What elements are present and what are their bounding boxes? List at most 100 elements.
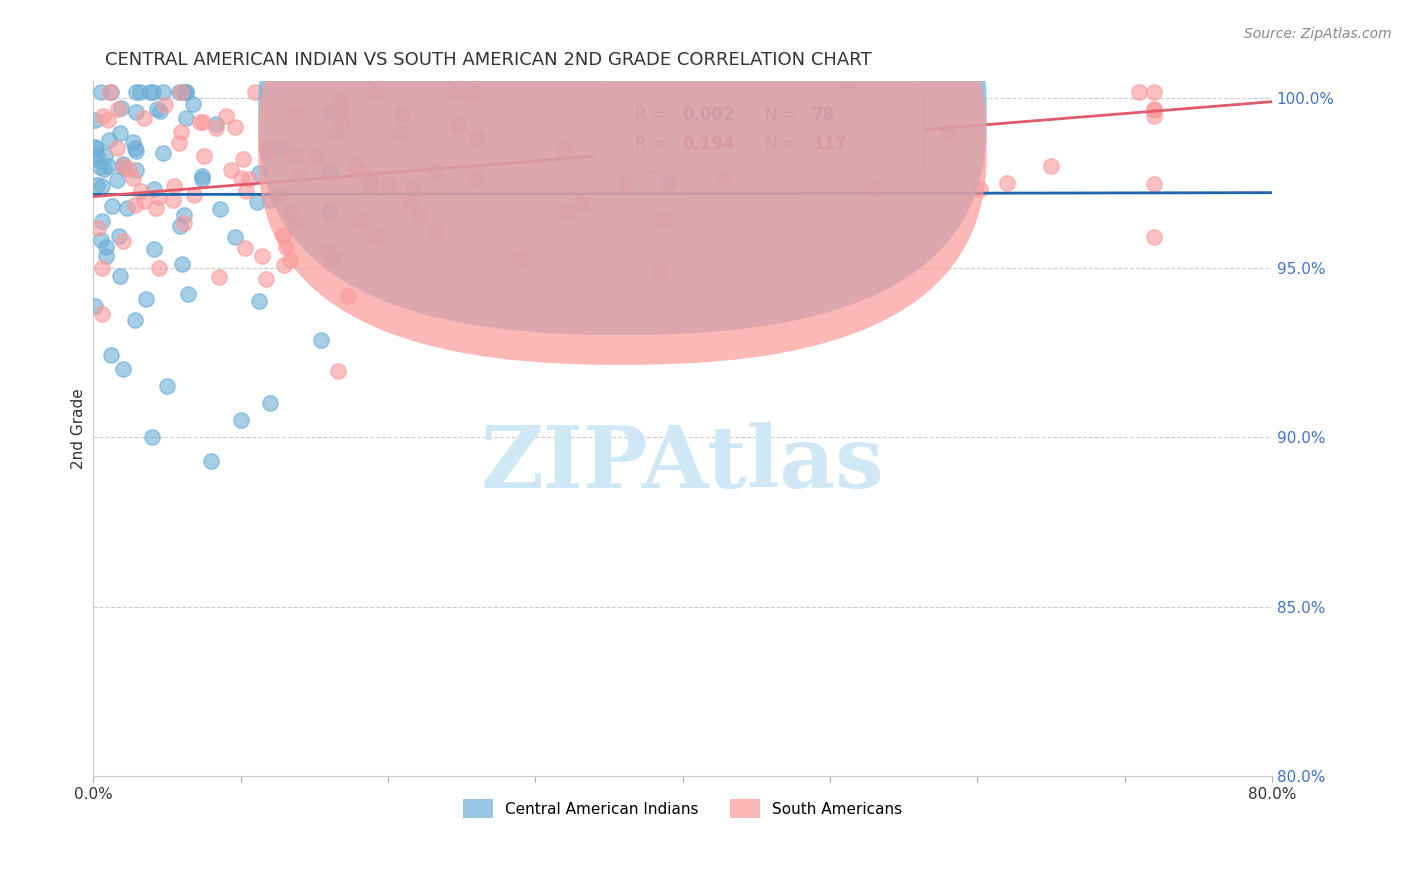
Central American Indians [190, 172, 212, 186]
South Americans [444, 85, 467, 99]
Central American Indians [111, 161, 134, 175]
South Americans [399, 196, 422, 211]
South Americans [330, 113, 353, 128]
South Americans [183, 188, 205, 202]
South Americans [353, 166, 375, 180]
South Americans [254, 272, 277, 286]
South Americans [893, 142, 915, 156]
South Americans [325, 125, 347, 139]
South Americans [626, 143, 648, 157]
Central American Indians [176, 85, 198, 99]
South Americans [305, 150, 328, 164]
South Americans [221, 162, 243, 177]
South Americans [232, 152, 254, 166]
South Americans [330, 101, 353, 115]
South Americans [404, 182, 426, 196]
Central American Indians [270, 142, 292, 156]
South Americans [391, 107, 413, 121]
Y-axis label: 2nd Grade: 2nd Grade [72, 388, 86, 469]
South Americans [193, 149, 215, 163]
South Americans [148, 260, 170, 275]
South Americans [224, 120, 246, 134]
South Americans [170, 85, 193, 99]
South Americans [235, 184, 257, 198]
Central American Indians [177, 287, 200, 301]
South Americans [837, 85, 859, 99]
Central American Indians [98, 133, 121, 147]
Central American Indians [124, 162, 146, 177]
Central American Indians [169, 219, 191, 233]
South Americans [378, 178, 401, 193]
South Americans [509, 252, 531, 266]
Central American Indians [657, 176, 679, 190]
South Americans [91, 307, 114, 321]
Central American Indians [259, 396, 281, 410]
South Americans [243, 85, 266, 99]
Central American Indians [318, 204, 340, 219]
Central American Indians [208, 202, 231, 216]
South Americans [208, 270, 231, 285]
South Americans [554, 143, 576, 157]
Central American Indians [111, 156, 134, 170]
South Americans [423, 165, 446, 179]
South Americans [447, 119, 470, 133]
Central American Indians [90, 85, 112, 99]
Central American Indians [152, 146, 174, 161]
South Americans [118, 162, 141, 177]
Text: R =: R = [636, 105, 672, 124]
South Americans [284, 148, 307, 162]
Central American Indians [143, 182, 166, 196]
South Americans [571, 196, 593, 211]
Central American Indians [86, 178, 108, 193]
South Americans [155, 98, 177, 112]
South Americans [284, 215, 307, 229]
Text: 78: 78 [813, 105, 835, 124]
South Americans [97, 113, 120, 128]
South Americans [330, 94, 353, 108]
South Americans [360, 175, 382, 189]
South Americans [1128, 85, 1150, 99]
South Americans [1143, 103, 1166, 117]
Text: Source: ZipAtlas.com: Source: ZipAtlas.com [1244, 27, 1392, 41]
South Americans [593, 110, 616, 124]
Central American Indians [101, 199, 124, 213]
South Americans [163, 178, 186, 193]
South Americans [111, 235, 134, 249]
Text: 0.002: 0.002 [682, 105, 735, 124]
Central American Indians [156, 379, 179, 393]
South Americans [170, 125, 193, 139]
FancyBboxPatch shape [595, 88, 924, 171]
Central American Indians [181, 97, 204, 112]
South Americans [557, 205, 579, 219]
Central American Indians [93, 161, 115, 176]
South Americans [388, 126, 411, 140]
Central American Indians [200, 454, 222, 468]
South Americans [167, 136, 190, 151]
Central American Indians [83, 140, 105, 154]
Central American Indians [83, 152, 105, 166]
Central American Indians [174, 112, 197, 126]
South Americans [755, 156, 778, 170]
South Americans [122, 171, 145, 186]
Central American Indians [142, 85, 165, 99]
Central American Indians [141, 430, 163, 444]
Central American Indians [863, 125, 886, 139]
Central American Indians [94, 249, 117, 263]
South Americans [266, 189, 288, 203]
Central American Indians [229, 413, 252, 427]
Text: N =: N = [765, 105, 801, 124]
South Americans [762, 103, 785, 117]
Central American Indians [172, 257, 194, 271]
South Americans [315, 244, 337, 258]
Central American Indians [247, 294, 270, 309]
South Americans [162, 193, 184, 207]
South Americans [364, 85, 387, 99]
South Americans [860, 182, 883, 196]
Central American Indians [115, 202, 138, 216]
Text: R =: R = [636, 135, 672, 153]
Central American Indians [247, 166, 270, 180]
South Americans [612, 106, 634, 120]
Central American Indians [318, 165, 340, 179]
South Americans [271, 227, 294, 242]
Central American Indians [125, 85, 148, 99]
